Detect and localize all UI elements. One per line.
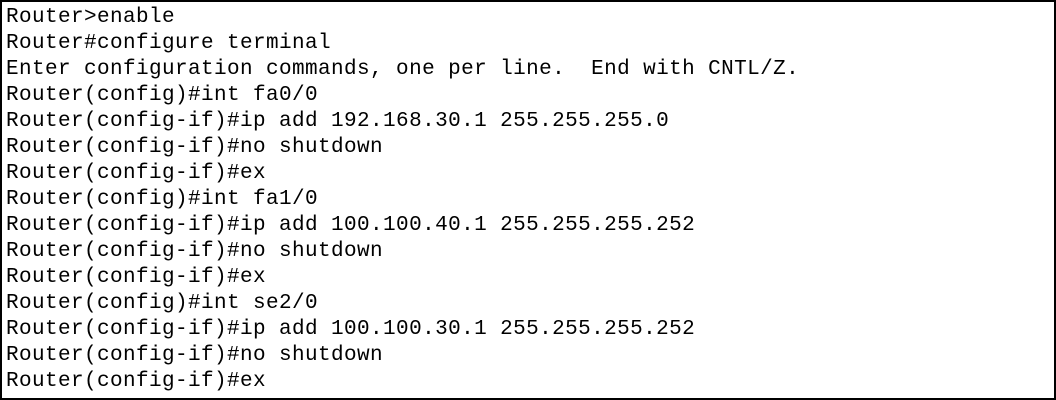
terminal-line: Router(config-if)#ip add 192.168.30.1 25…: [6, 110, 670, 133]
terminal-line: Router(config-if)#no shutdown: [6, 344, 384, 367]
terminal-line: Router(config-if)#no shutdown: [6, 240, 384, 263]
terminal-line: Router(config-if)#ip add 100.100.30.1 25…: [6, 318, 696, 341]
terminal-line: Router(config)#int se2/0: [6, 292, 319, 315]
terminal-line: Router(config-if)#no shutdown: [6, 136, 384, 159]
terminal-line: Router(config-if)#ex: [6, 370, 267, 393]
terminal-line: Router(config)#int fa1/0: [6, 188, 319, 211]
terminal-line: Router#configure terminal: [6, 32, 332, 55]
terminal-line: Enter configuration commands, one per li…: [6, 58, 800, 81]
terminal-line: Router(config)#int fa0/0: [6, 84, 319, 107]
terminal-line: Router(config-if)#ex: [6, 266, 267, 289]
terminal-line: Router>enable: [6, 6, 176, 29]
terminal-line: Router(config-if)#ex: [6, 162, 267, 185]
terminal-line: Router(config-if)#ip add 100.100.40.1 25…: [6, 214, 696, 237]
